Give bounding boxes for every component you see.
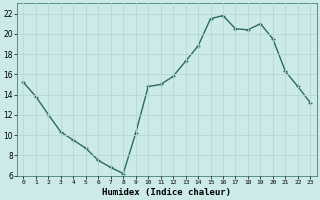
X-axis label: Humidex (Indice chaleur): Humidex (Indice chaleur) [102,188,231,197]
